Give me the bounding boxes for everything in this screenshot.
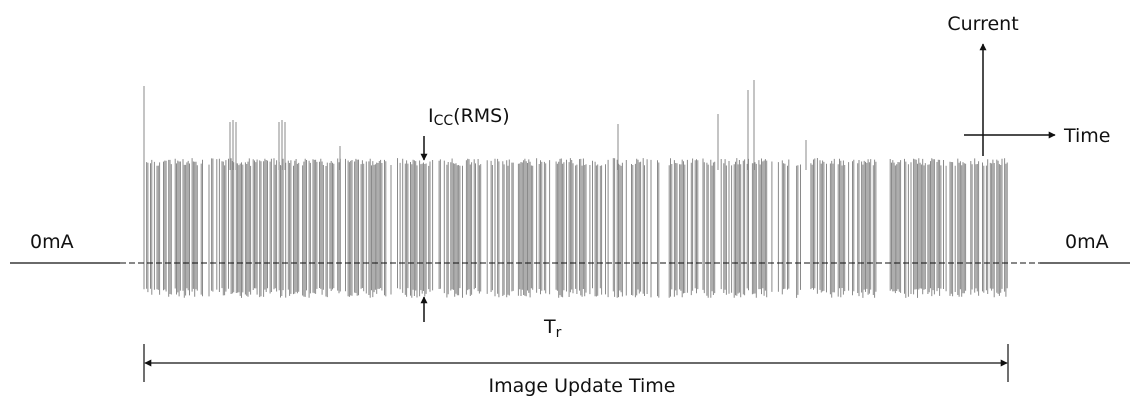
axis-current-label: Current: [947, 13, 1018, 35]
icc-rms-label: ICC(RMS): [428, 105, 510, 129]
zero-label-left: 0mA: [30, 231, 74, 253]
image-update-time-label: Image Update Time: [489, 375, 676, 397]
tr-label: Tr: [543, 316, 562, 341]
axis-time-label: Time: [1063, 125, 1111, 147]
current-waveform: [143, 80, 1008, 298]
zero-label-right: 0mA: [1065, 231, 1109, 253]
waveform-spikes: [143, 80, 807, 170]
waveform-pulses: [143, 158, 1008, 298]
